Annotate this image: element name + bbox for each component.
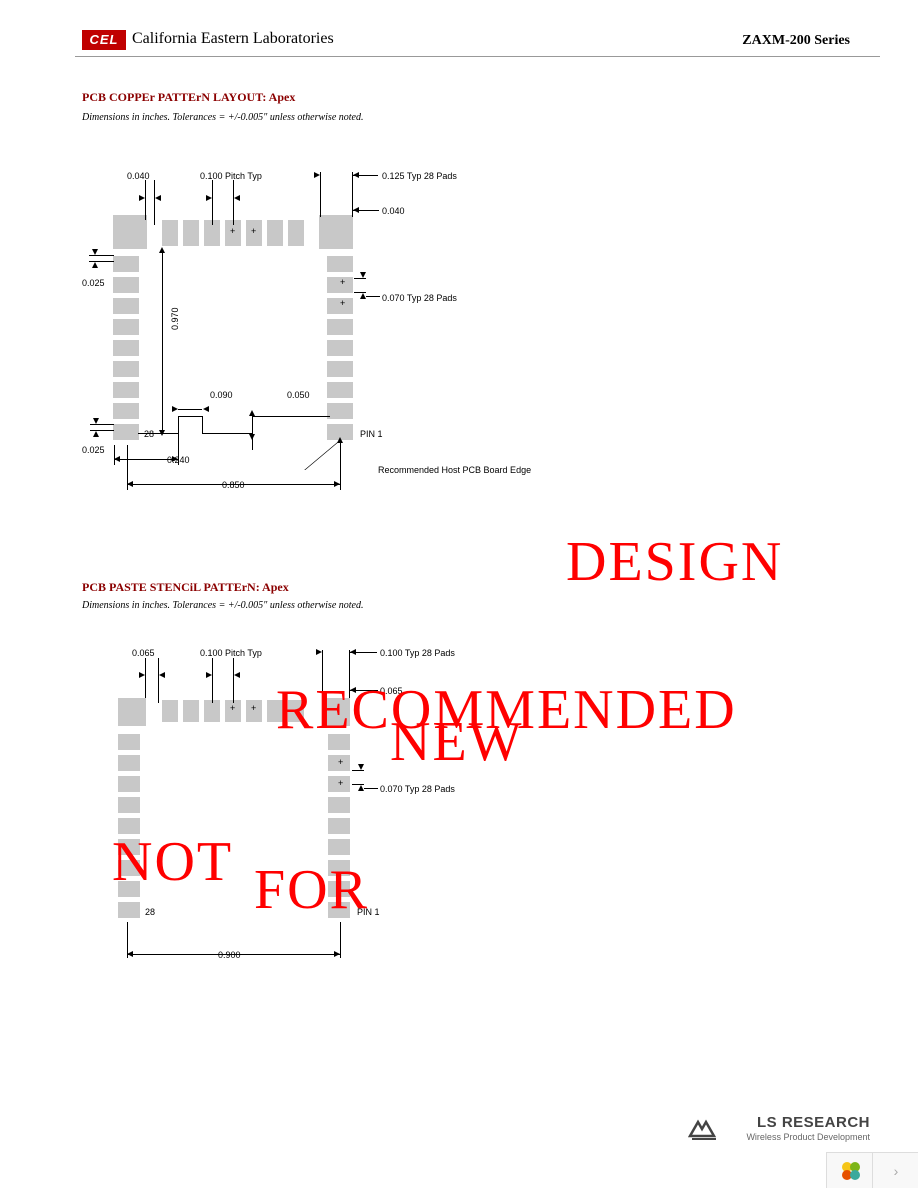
corner-flower-icon[interactable] — [826, 1152, 873, 1188]
dim-040-right: 0.040 — [382, 206, 405, 216]
corner-next-button[interactable]: › — [872, 1152, 918, 1188]
dim2-pitch: 0.100 Pitch Typ — [200, 648, 262, 658]
dim-025-top: 0.025 — [82, 278, 105, 288]
corner-widget: › — [826, 1152, 918, 1188]
lsr-logo-icon — [688, 1116, 718, 1142]
dim-125: 0.125 Typ 28 Pads — [382, 171, 457, 181]
section1-subtitle: Dimensions in inches. Tolerances = +/-0.… — [82, 112, 363, 123]
dim-pitch: 0.100 Pitch Typ — [200, 171, 262, 181]
dim-040-top: 0.040 — [127, 171, 150, 181]
footer-company: LS RESEARCH — [757, 1114, 870, 1131]
dim2-070: 0.070 Typ 28 Pads — [380, 784, 455, 794]
company-name: California Eastern Laboratories — [132, 30, 334, 48]
dim2-065: 0.065 — [132, 648, 155, 658]
dim-pin28: 28 — [144, 429, 154, 439]
section2-subtitle: Dimensions in inches. Tolerances = +/-0.… — [82, 600, 363, 611]
dim2-900: 0.900 — [218, 950, 241, 960]
dim-850: 0.850 — [222, 480, 245, 490]
watermark-for: FOR — [254, 858, 369, 922]
cel-logo: CEL — [82, 30, 126, 50]
dim-pin1: PIN 1 — [360, 429, 383, 439]
dim-090: 0.090 — [210, 390, 233, 400]
dim-050: 0.050 — [287, 390, 310, 400]
series-name: ZAXM-200 Series — [742, 33, 850, 49]
dim2-pin28: 28 — [145, 907, 155, 917]
header-divider — [75, 56, 880, 57]
diagram-copper-pattern: 0.040 0.100 Pitch Typ 0.125 Typ 28 Pads … — [82, 160, 542, 510]
watermark-new: NEW — [390, 710, 524, 774]
watermark-not: NOT — [112, 830, 233, 894]
dim-025-bot: 0.025 — [82, 445, 105, 455]
footer-tagline: Wireless Product Development — [746, 1132, 870, 1142]
dim-070: 0.070 Typ 28 Pads — [382, 293, 457, 303]
section1-title: PCB COPPEr PATTErN LAYOUT: Apex — [82, 90, 295, 105]
page: CEL California Eastern Laboratories ZAXM… — [0, 0, 918, 1188]
dim-edge-note: Recommended Host PCB Board Edge — [378, 465, 531, 475]
page-header: CEL California Eastern Laboratories ZAXM… — [0, 28, 918, 56]
dim-970: 0.970 — [170, 307, 180, 330]
watermark-design: DESIGN — [566, 530, 783, 594]
section2-title: PCB PASTE STENCiL PATTErN: Apex — [82, 580, 289, 595]
dim2-100: 0.100 Typ 28 Pads — [380, 648, 455, 658]
